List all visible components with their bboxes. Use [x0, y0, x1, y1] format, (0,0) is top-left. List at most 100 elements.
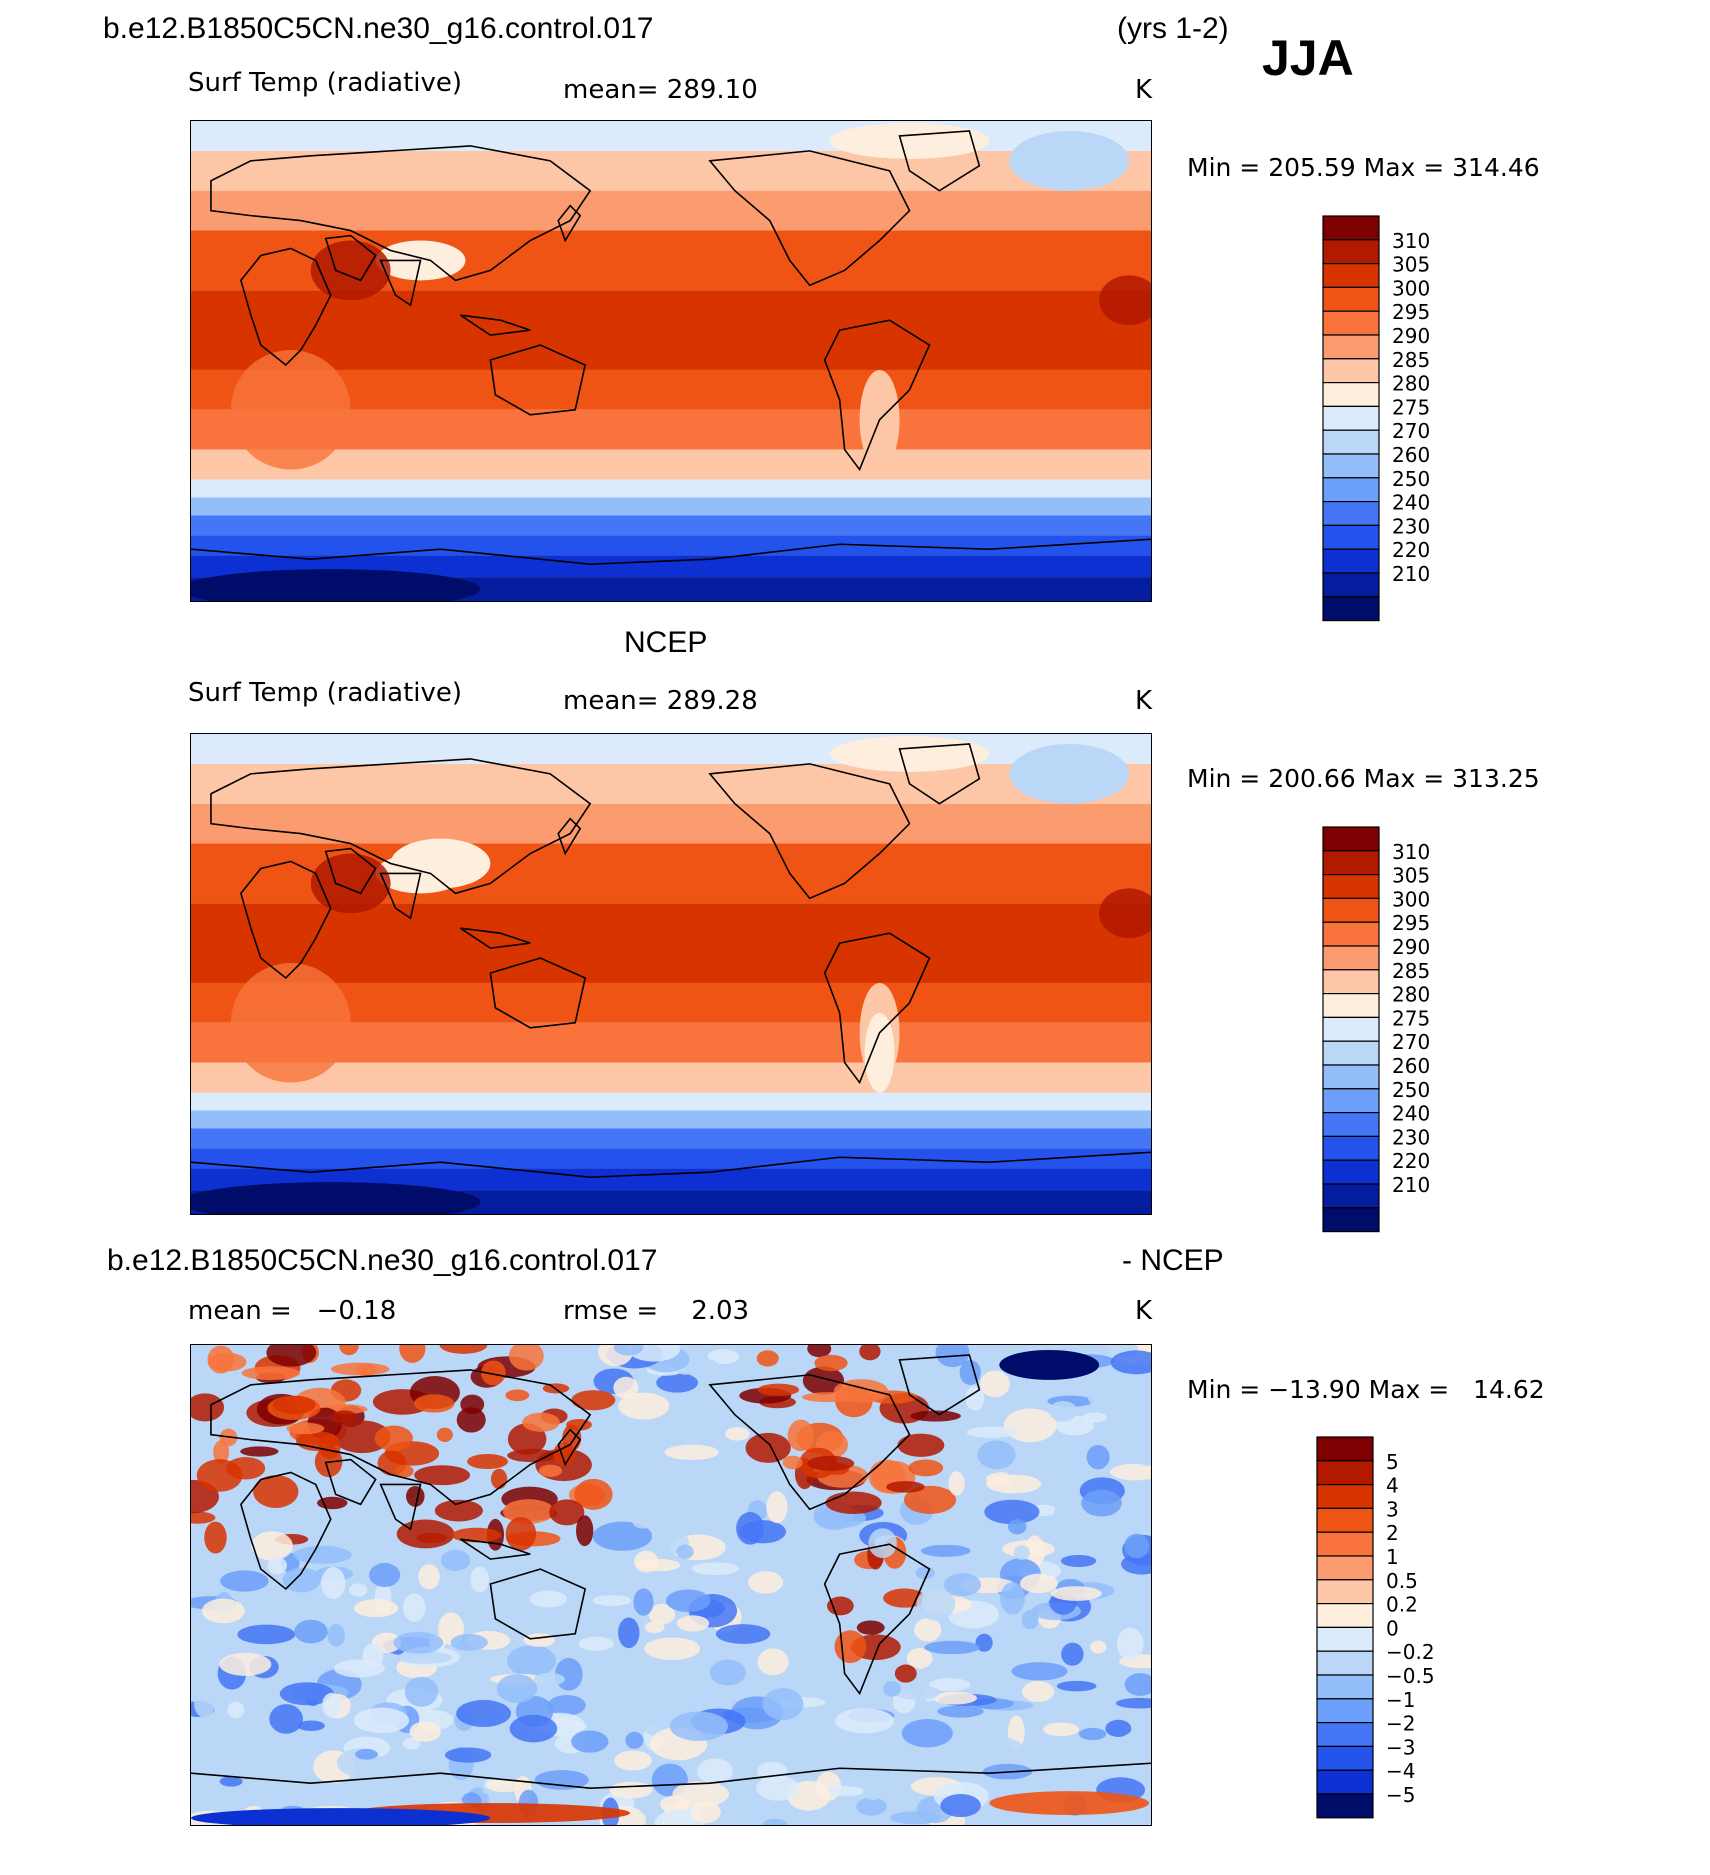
- coastline: [191, 538, 1151, 565]
- panel3-mean: mean = −0.18: [188, 1296, 397, 1326]
- panel1-units: K: [1135, 75, 1153, 105]
- coastline: [324, 847, 377, 895]
- coastline: [240, 247, 332, 367]
- colorbar-box: [1322, 524, 1380, 550]
- colorbar-label: −4: [1386, 1759, 1415, 1783]
- colorbar-label: 5: [1386, 1450, 1399, 1474]
- case-title: b.e12.B1850C5CN.ne30_g16.control.017: [103, 12, 654, 45]
- coastline: [240, 860, 332, 980]
- season-label: JJA: [1262, 30, 1354, 86]
- colorbar-label: 280: [1392, 983, 1430, 1007]
- colorbar-box: [1316, 1745, 1374, 1771]
- colorbar-label: 290: [1392, 935, 1430, 959]
- panel2-map: [190, 733, 1152, 1215]
- coastline: [557, 1428, 582, 1467]
- coastline: [557, 817, 582, 856]
- coastline: [898, 1354, 981, 1416]
- coastline: [898, 743, 981, 805]
- colorbar-label: 290: [1392, 324, 1430, 348]
- panel1-map: [190, 120, 1152, 602]
- panel2-minmax: Min = 200.66 Max = 313.25: [1187, 764, 1540, 793]
- colorbar-label: 210: [1392, 1173, 1430, 1197]
- colorbar-label: 240: [1392, 1102, 1430, 1126]
- colorbar-label: 4: [1386, 1474, 1399, 1498]
- colorbar-label: 285: [1392, 959, 1430, 983]
- coastline: [823, 1543, 931, 1696]
- colorbar-label: 0: [1386, 1616, 1399, 1640]
- years-label: (yrs 1-2): [1117, 12, 1229, 45]
- colorbar-label: 270: [1392, 419, 1430, 443]
- colorbar-box: [1322, 945, 1380, 971]
- colorbar-box: [1316, 1579, 1374, 1605]
- colorbar-box: [1322, 873, 1380, 899]
- coastline: [379, 1483, 422, 1531]
- colorbar-box: [1316, 1674, 1374, 1700]
- coastline: [379, 872, 422, 920]
- colorbar-box: [1316, 1698, 1374, 1724]
- colorbar-label: 3: [1386, 1497, 1399, 1521]
- colorbar-box: [1322, 453, 1380, 479]
- colorbar-box: [1316, 1531, 1374, 1557]
- colorbar-box: [1322, 1159, 1380, 1185]
- colorbar-label: 220: [1392, 1149, 1430, 1173]
- coastline: [489, 344, 587, 416]
- coastline: [898, 130, 981, 192]
- colorbar-label: 305: [1392, 253, 1430, 277]
- colorbar-box: [1322, 1135, 1380, 1161]
- colorbar-label: −5: [1386, 1783, 1415, 1807]
- colorbar-box: [1322, 262, 1380, 288]
- colorbar-box: [1322, 239, 1380, 265]
- colorbar-label: 275: [1392, 395, 1430, 419]
- coastline: [210, 145, 592, 282]
- colorbar-label: −0.5: [1386, 1664, 1435, 1688]
- colorbar-label: 230: [1392, 514, 1430, 538]
- colorbar-box: [1322, 1064, 1380, 1090]
- colorbar-label: 285: [1392, 348, 1430, 372]
- colorbar-box: [1322, 310, 1380, 336]
- colorbar-box: [1316, 1626, 1374, 1652]
- colorbar-box: [1316, 1555, 1374, 1581]
- colorbar-label: 0.5: [1386, 1569, 1418, 1593]
- panel1-minmax: Min = 205.59 Max = 314.46: [1187, 153, 1540, 182]
- colorbar-box: [1322, 826, 1380, 852]
- colorbar-box: [1322, 501, 1380, 527]
- coastline: [210, 758, 592, 895]
- colorbar-label: 2: [1386, 1521, 1399, 1545]
- colorbar-box: [1322, 405, 1380, 431]
- colorbar-box: [1322, 1207, 1380, 1233]
- coastline: [557, 204, 582, 243]
- colorbar-box: [1322, 921, 1380, 947]
- colorbar-label: 295: [1392, 911, 1430, 935]
- coastline: [708, 763, 911, 900]
- panel3-title-right: - NCEP: [1122, 1244, 1224, 1277]
- panel3-map: [190, 1344, 1152, 1826]
- panel3-minmax: Min = −13.90 Max = 14.62: [1187, 1375, 1545, 1404]
- colorbar-box: [1322, 1040, 1380, 1066]
- panel2-title: NCEP: [624, 626, 708, 659]
- colorbar-label: 310: [1392, 229, 1430, 253]
- colorbar-label: 275: [1392, 1006, 1430, 1030]
- panel3-units: K: [1135, 1296, 1153, 1326]
- colorbar-label: 305: [1392, 864, 1430, 888]
- coastline: [324, 1458, 377, 1506]
- coastline: [210, 1369, 592, 1506]
- coastline: [324, 234, 377, 282]
- colorbar-label: 310: [1392, 840, 1430, 864]
- panel2-mean: mean= 289.28: [563, 686, 758, 716]
- colorbar-label: 220: [1392, 538, 1430, 562]
- colorbar-box: [1322, 1112, 1380, 1138]
- coastline: [379, 259, 422, 307]
- colorbar-label: 300: [1392, 887, 1430, 911]
- colorbar-label: −0.2: [1386, 1640, 1435, 1664]
- panel1-variable: Surf Temp (radiative): [188, 68, 463, 98]
- coastline: [459, 314, 531, 336]
- colorbar-box: [1322, 215, 1380, 241]
- colorbar-box: [1322, 477, 1380, 503]
- coastline: [823, 932, 931, 1085]
- colorbar-box: [1322, 897, 1380, 923]
- colorbar-box: [1316, 1603, 1374, 1629]
- coastline: [191, 1151, 1151, 1178]
- colorbar-label: 250: [1392, 1078, 1430, 1102]
- colorbar-label: −2: [1386, 1712, 1415, 1736]
- colorbar-box: [1322, 1016, 1380, 1042]
